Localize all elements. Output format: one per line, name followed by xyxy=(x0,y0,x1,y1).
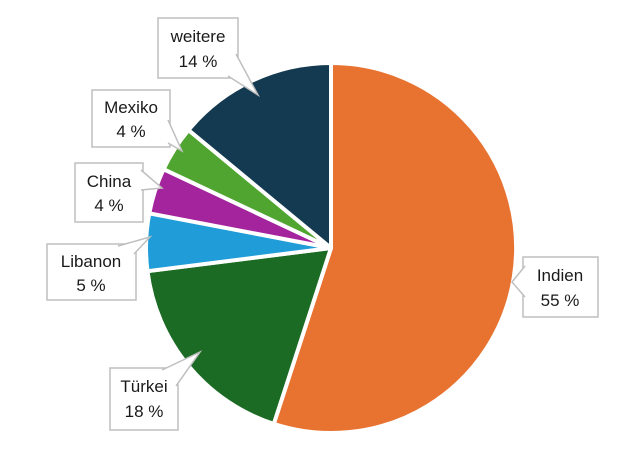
callout-weitere: weitere 14 % xyxy=(157,17,261,98)
callout-value: 14 % xyxy=(179,52,218,71)
pie-slice-indien xyxy=(271,61,519,435)
callout-pointer xyxy=(140,169,164,191)
callout-label: Mexiko xyxy=(104,98,158,117)
pie-slice-weitere xyxy=(186,61,333,250)
callout-pointer xyxy=(227,53,261,98)
callout-pointer xyxy=(161,350,203,387)
callout-pointer xyxy=(511,265,526,298)
callout-value: 4 % xyxy=(94,196,123,215)
callout-box xyxy=(91,89,171,148)
callout-label: weitere xyxy=(170,27,226,46)
callout-tuerkei: Türkei 18 % xyxy=(109,350,203,431)
callout-value: 5 % xyxy=(76,276,105,295)
callout-indien: Indien 55 % xyxy=(511,256,599,318)
callout-value: 4 % xyxy=(116,122,145,141)
callout-label: Indien xyxy=(537,266,583,285)
callout-label: Türkei xyxy=(120,377,167,396)
callout-value: 55 % xyxy=(541,291,580,310)
callout-box xyxy=(157,17,239,79)
callout-box xyxy=(74,162,144,223)
callout-label: China xyxy=(87,172,132,191)
callout-mexiko: Mexiko 4 % xyxy=(91,89,184,153)
callout-pointer xyxy=(117,235,153,255)
callout-pointer xyxy=(167,119,184,153)
callout-box xyxy=(46,243,137,301)
callout-label: Libanon xyxy=(61,252,122,271)
callout-china: China 4 % xyxy=(74,162,164,223)
pie-slices xyxy=(144,61,519,435)
callout-libanon: Libanon 5 % xyxy=(46,235,153,301)
callout-box xyxy=(109,367,179,431)
callout-value: 18 % xyxy=(125,402,164,421)
